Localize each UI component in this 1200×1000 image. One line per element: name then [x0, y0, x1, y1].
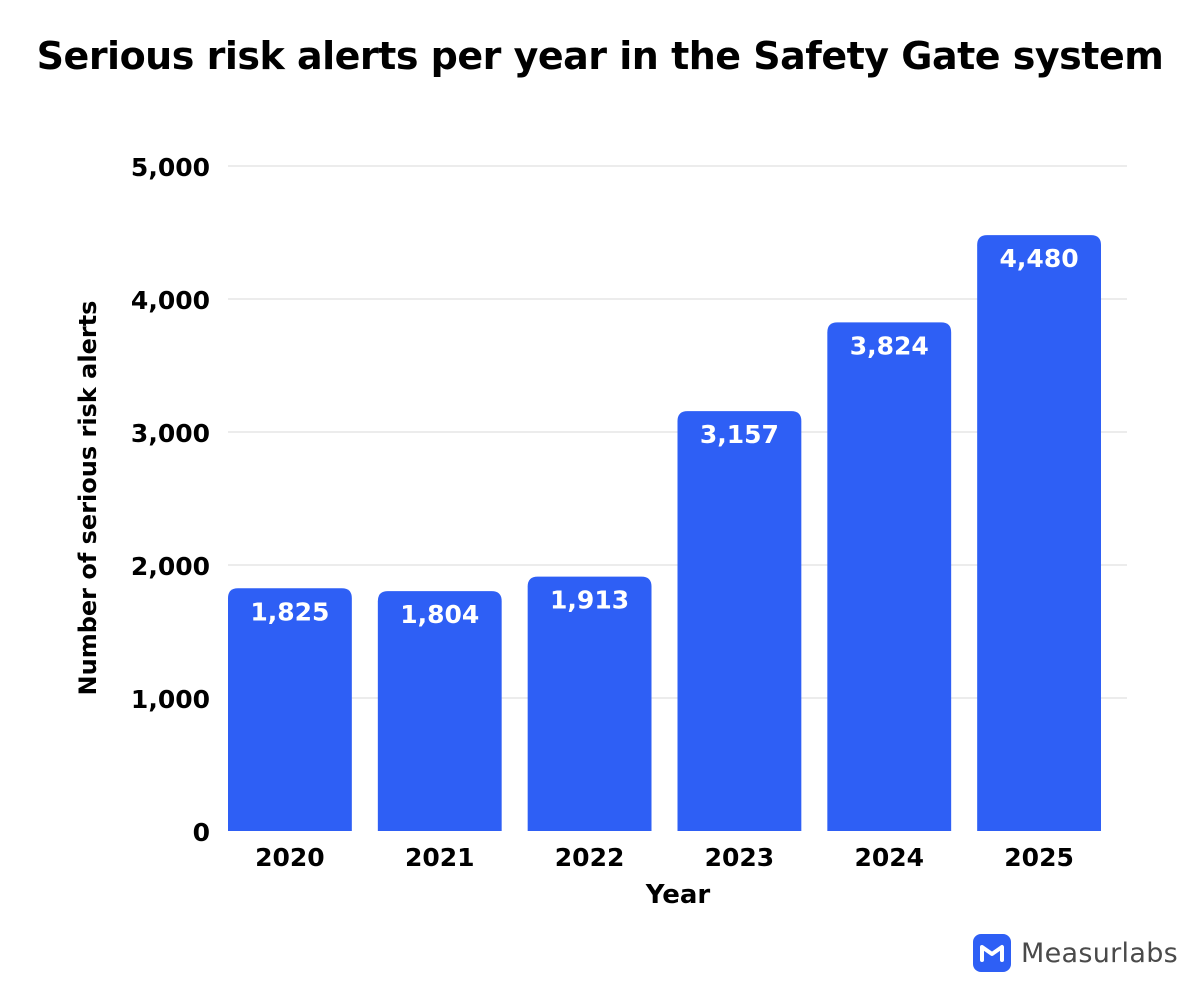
y-tick-label: 0 [193, 818, 210, 847]
bar-value-label: 4,480 [1000, 244, 1079, 273]
bar-value-label: 1,825 [250, 597, 329, 626]
x-tick-label: 2025 [1004, 843, 1074, 872]
m-logo-icon [973, 934, 1012, 972]
chart-title: Serious risk alerts per year in the Safe… [36, 34, 1164, 78]
bar-value-label: 1,913 [550, 586, 629, 615]
y-tick-label: 1,000 [131, 685, 210, 714]
bar-value-label: 1,804 [400, 600, 479, 629]
bar-value-label: 3,157 [700, 420, 779, 449]
x-tick-label: 2022 [555, 843, 625, 872]
y-tick-label: 3,000 [131, 419, 210, 448]
bar-2024 [827, 322, 952, 831]
bar-2020 [228, 588, 352, 831]
x-tick-label: 2024 [854, 843, 924, 872]
bar-2021 [377, 591, 502, 831]
x-tick-label: 2021 [405, 843, 475, 872]
brand-name: Measurlabs [1021, 937, 1178, 969]
x-tick-label: 2023 [705, 843, 775, 872]
x-axis-title: Year [645, 880, 711, 910]
bar-value-label: 3,824 [850, 331, 929, 360]
y-tick-label: 2,000 [131, 552, 210, 581]
y-tick-label: 4,000 [131, 286, 210, 315]
x-tick-label: 2020 [255, 843, 325, 872]
measurlabs-brand[interactable]: Measurlabs [973, 934, 1178, 972]
bar-2025 [977, 235, 1101, 831]
bar-2023 [677, 411, 802, 831]
y-axis-title: Number of serious risk alerts [74, 300, 102, 696]
y-tick-label: 5,000 [131, 153, 210, 182]
bar-2022 [527, 576, 652, 831]
